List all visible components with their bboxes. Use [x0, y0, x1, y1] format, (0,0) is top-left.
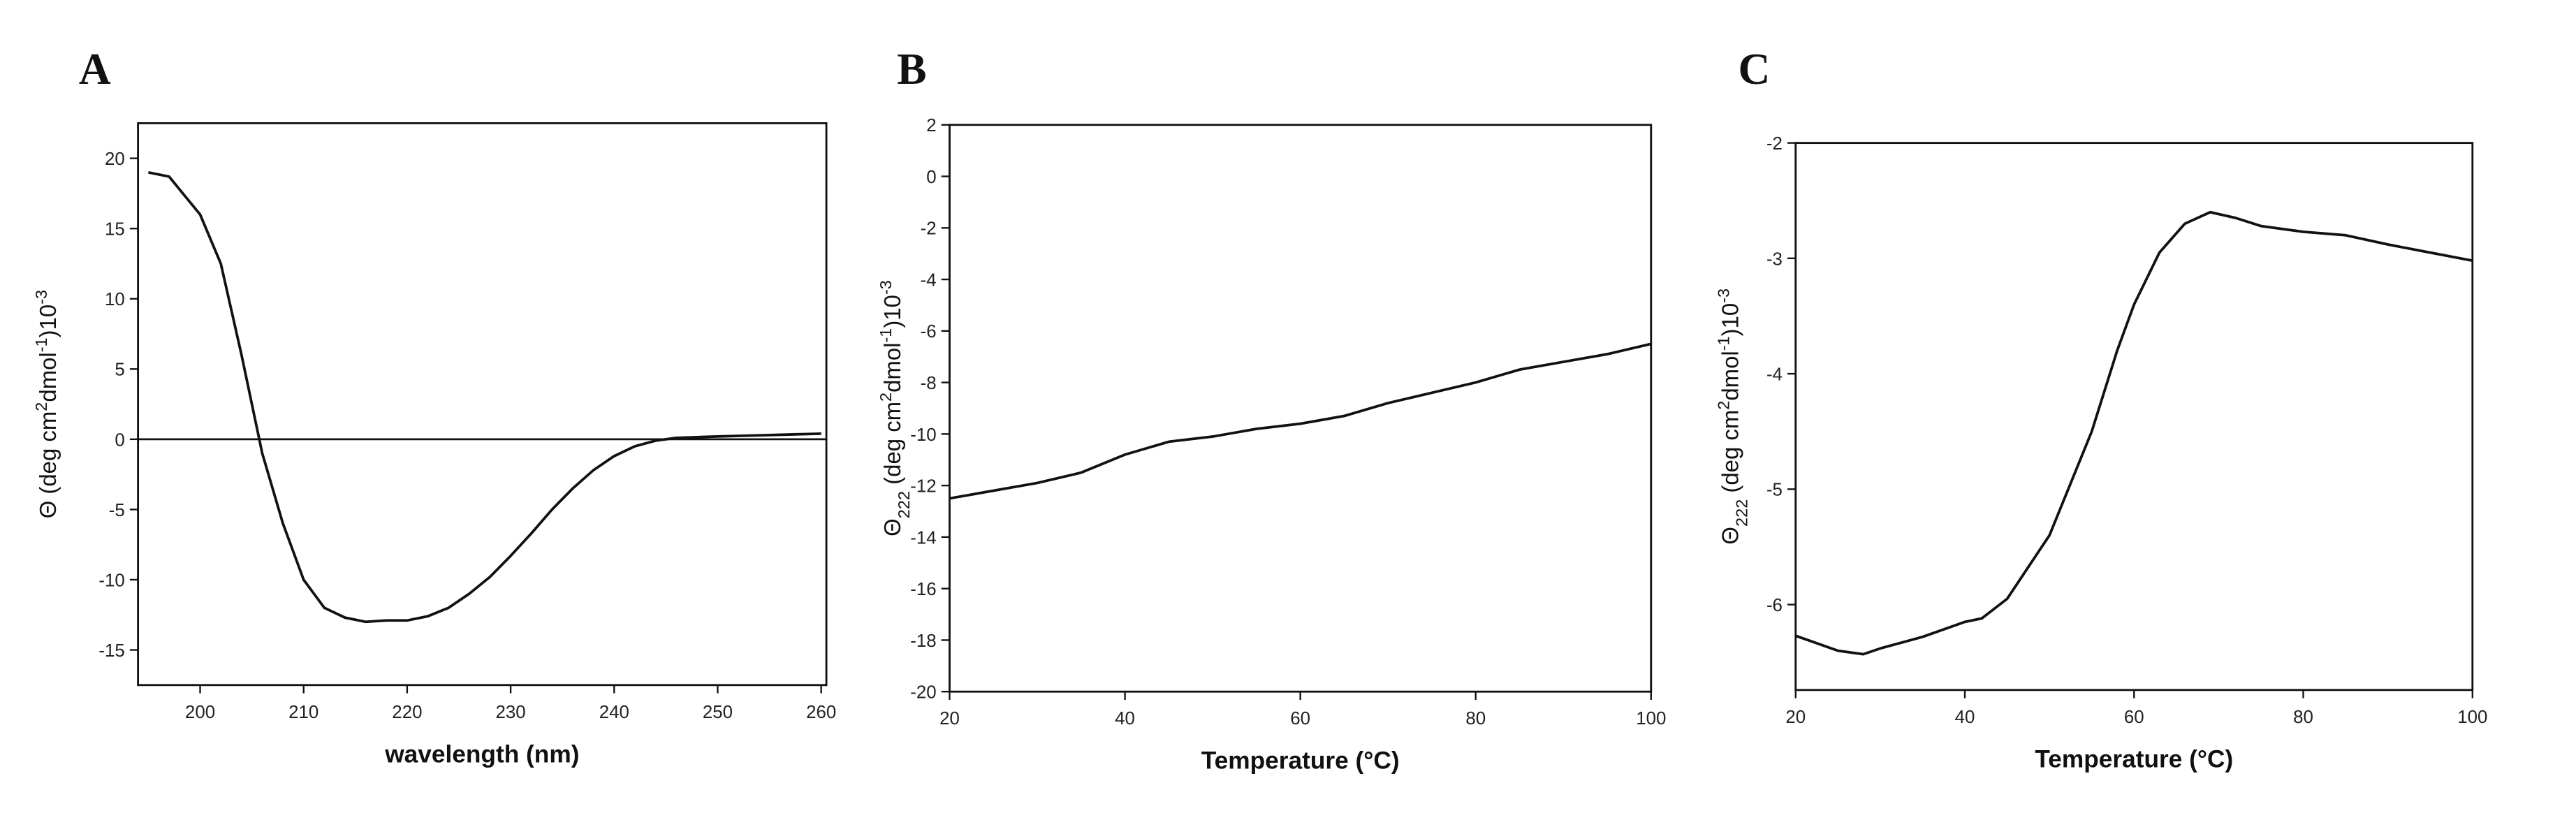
- y-tick-label: 10: [105, 290, 125, 309]
- x-tick-label: 240: [599, 703, 629, 722]
- y-axis-title-part: Θ: [1717, 527, 1743, 545]
- x-tick-label: 230: [496, 703, 526, 722]
- y-tick-label: -10: [910, 425, 936, 445]
- panel-letter: A: [79, 44, 111, 94]
- y-tick-label: 15: [105, 220, 125, 240]
- y-tick-label: 5: [115, 360, 124, 380]
- y-tick-label: 20: [105, 149, 125, 169]
- x-tick-label: 80: [1465, 709, 1486, 729]
- y-tick-label: -15: [98, 641, 124, 661]
- y-tick-label: -2: [1766, 134, 1783, 154]
- plot-frame: [1794, 142, 2474, 691]
- y-tick-label: -3: [1766, 249, 1783, 269]
- y-axis-title-part: -3: [32, 290, 50, 305]
- x-axis-title: wavelength (nm): [384, 740, 579, 768]
- x-tick-label: 100: [1636, 709, 1666, 729]
- x-tick-label: 40: [1955, 708, 1975, 727]
- y-axis-title-part: -1: [32, 337, 50, 352]
- data-line: [148, 170, 821, 624]
- y-tick-label: -16: [910, 580, 936, 599]
- y-tick-label: -20: [910, 683, 936, 703]
- y-tick-label: -12: [910, 477, 936, 497]
- y-axis-title-part: Θ: [879, 518, 905, 536]
- y-axis-title-part: 2: [1714, 401, 1732, 410]
- y-tick-label: 0: [926, 168, 936, 187]
- y-axis-title-part: -3: [877, 280, 895, 295]
- plot-frame: [949, 124, 1653, 693]
- y-axis-title-part: dmol: [879, 343, 905, 393]
- y-tick-label: -18: [910, 631, 936, 651]
- y-tick-label: -8: [921, 374, 937, 393]
- y-axis-title-part: -1: [877, 328, 895, 343]
- panel: B20 40 60 80 100-20-18-16-14-12-10-8-6-4-202…: [877, 44, 1666, 775]
- x-tick-label: 60: [1290, 709, 1310, 729]
- panel-letter: B: [897, 44, 926, 94]
- plot-frame: [137, 122, 828, 687]
- y-tick-label: -5: [109, 501, 125, 520]
- y-axis-title-part: (deg cm: [1717, 410, 1743, 499]
- y-axis-title-part: -3: [1714, 288, 1732, 303]
- x-tick-label: 60: [2124, 708, 2144, 727]
- y-tick-label: -6: [1766, 596, 1783, 615]
- x-tick-label: 260: [806, 703, 836, 722]
- y-tick-label: -5: [1766, 481, 1783, 500]
- x-tick-label: 210: [288, 703, 319, 722]
- y-axis-title-part: 2: [877, 393, 895, 402]
- x-tick-label: 220: [392, 703, 422, 722]
- y-axis-title-part: Θ (deg cm: [35, 411, 61, 519]
- y-tick-label: 2: [926, 116, 936, 136]
- y-axis-title: Θ222 (deg cm2dmol-1)10-3: [877, 280, 913, 536]
- x-tick-label: 200: [185, 703, 215, 722]
- x-axis-title: Temperature (°C): [2035, 745, 2233, 773]
- y-axis-title-part: )10: [35, 305, 61, 338]
- y-tick-label: -4: [1766, 365, 1783, 385]
- y-axis-title-part: 222: [895, 491, 913, 518]
- x-tick-label: 100: [2457, 708, 2487, 727]
- x-tick-label: 20: [939, 709, 960, 729]
- y-tick-label: -10: [98, 571, 124, 590]
- y-axis-title-part: 2: [32, 402, 50, 411]
- y-tick-label: 0: [115, 430, 124, 450]
- data-line: [949, 342, 1652, 500]
- y-axis-title-part: dmol: [1717, 351, 1743, 400]
- y-tick-label: -6: [921, 322, 937, 342]
- y-axis-title-part: dmol: [35, 352, 61, 402]
- x-tick-label: 40: [1115, 709, 1135, 729]
- y-axis-title-part: )10: [879, 295, 905, 328]
- y-tick-label: -4: [921, 270, 937, 290]
- x-tick-label: 80: [2293, 708, 2313, 727]
- x-axis-title: Temperature (°C): [1201, 747, 1400, 775]
- x-tick-label: 250: [703, 703, 733, 722]
- x-tick-label: 20: [1785, 708, 1806, 727]
- y-axis-title: Θ (deg cm2dmol-1)10-3: [32, 290, 61, 518]
- y-tick-label: -2: [921, 219, 937, 239]
- y-axis-title-part: -1: [1714, 336, 1732, 351]
- data-line: [1795, 210, 2473, 656]
- y-axis-title-part: 222: [1732, 499, 1750, 527]
- panel: A 200 210 220 230 240 250 260 -15 -10 -5 0 5 10 15 20 wa…: [32, 44, 836, 768]
- y-axis-title: Θ222 (deg cm2dmol-1)10-3: [1714, 288, 1750, 545]
- y-tick-label: -14: [910, 528, 936, 548]
- y-axis-title-part: )10: [1717, 303, 1743, 337]
- y-axis-title-part: (deg cm: [879, 402, 905, 491]
- panel-letter: C: [1738, 44, 1770, 94]
